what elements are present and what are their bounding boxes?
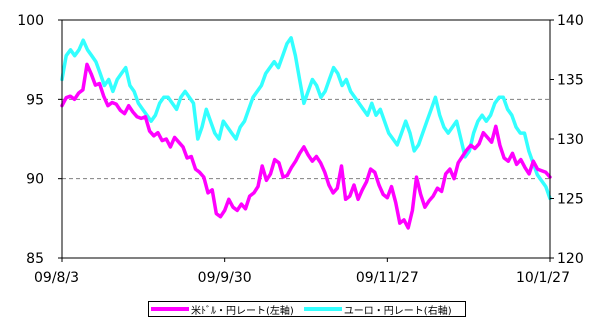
y-right-tick-label: 120 — [557, 251, 584, 267]
chart-svg: 85 90 95 100 120 125 130 135 140 09/8/3 09/9/30 09/… — [17, 13, 584, 286]
plot-frame — [61, 19, 551, 259]
x-tick-label: 10/1/27 — [516, 270, 570, 286]
y-left-tick-label: 100 — [17, 13, 44, 29]
y-left-tick-label: 95 — [26, 92, 44, 108]
y-left-tick-label: 90 — [26, 172, 44, 188]
x-tick-label: 09/11/27 — [356, 270, 419, 286]
legend-swatch-usd — [151, 307, 189, 311]
y-right-tick-label: 135 — [557, 73, 584, 89]
x-tick-label: 09/8/3 — [34, 270, 79, 286]
legend-item-usd: 米ﾄﾞﾙ・円レート(左軸) — [151, 302, 294, 317]
legend-swatch-eur — [303, 307, 342, 311]
y-right-tick-label: 125 — [557, 192, 584, 208]
legend-item-eur: ユーロ・円レート(右軸) — [303, 302, 452, 317]
legend-label-eur: ユーロ・円レート(右軸) — [343, 305, 452, 317]
legend-label-usd: 米ﾄﾞﾙ・円レート(左軸) — [191, 305, 294, 317]
legend: 米ﾄﾞﾙ・円レート(左軸) ユーロ・円レート(右軸) — [148, 301, 466, 317]
x-tick-label: 09/9/30 — [198, 270, 252, 286]
series-line-eur-jpy — [60, 36, 552, 201]
y-right-tick-label: 140 — [557, 13, 584, 29]
series-line-usd-jpy — [60, 62, 552, 230]
y-right-tick-label: 130 — [557, 132, 584, 148]
y-left-tick-label: 85 — [26, 251, 44, 267]
